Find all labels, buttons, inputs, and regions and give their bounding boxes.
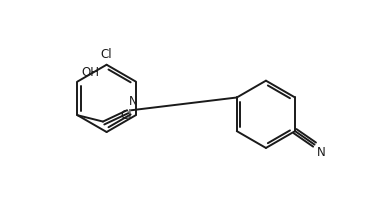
Text: N: N [128, 95, 137, 108]
Text: OH: OH [81, 66, 99, 79]
Text: Cl: Cl [121, 109, 132, 122]
Text: N: N [317, 146, 325, 159]
Text: Cl: Cl [101, 48, 113, 61]
